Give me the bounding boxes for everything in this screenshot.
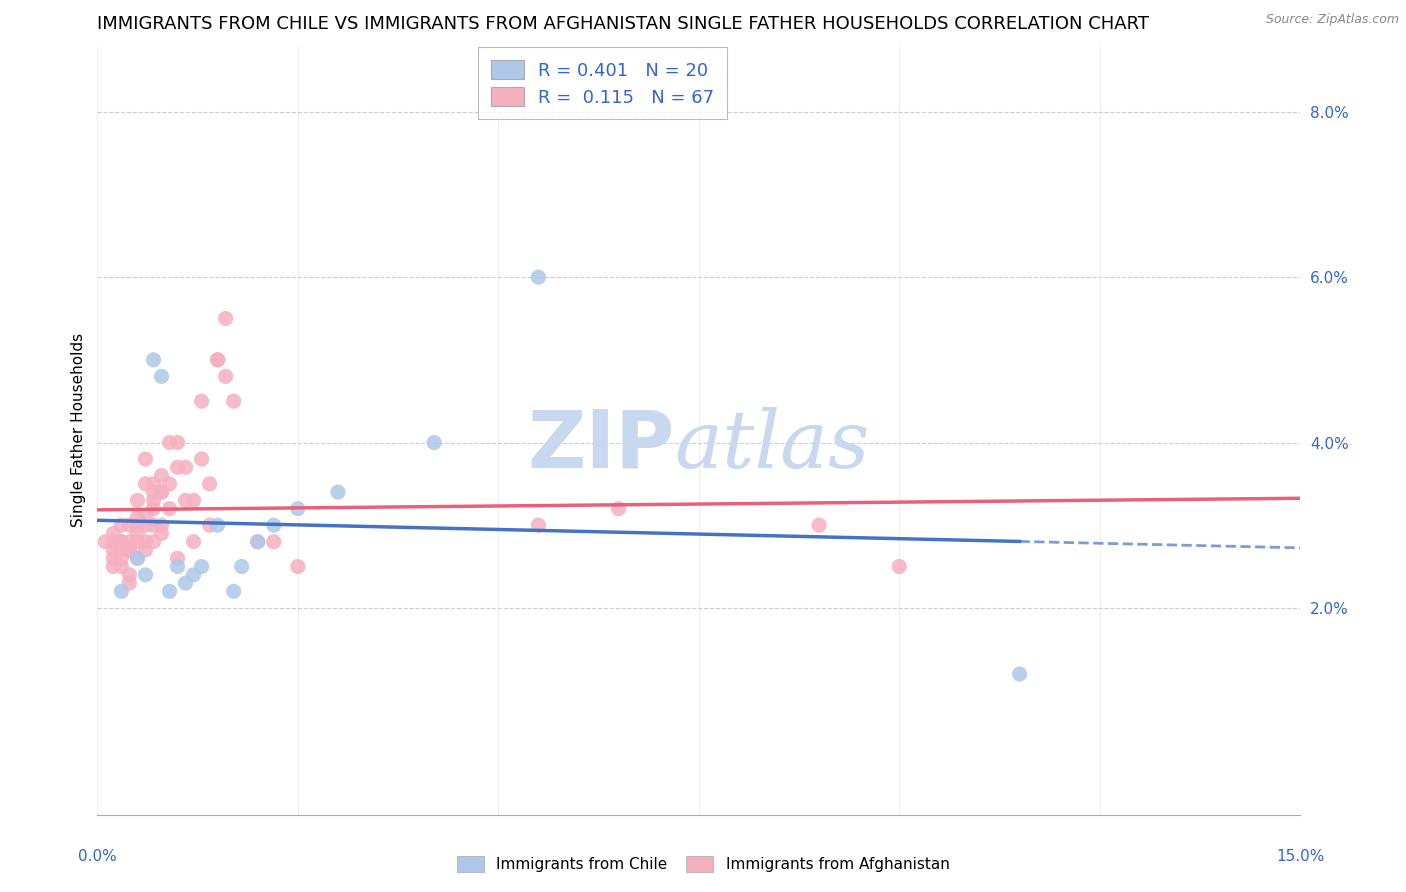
Point (134, 452, 156, 467)
Point (127, 510, 149, 524)
Point (134, 510, 156, 524)
Point (166, 551, 188, 566)
Point (287, 501, 309, 516)
Point (1008, 667, 1031, 681)
Point (118, 518, 141, 533)
Point (207, 518, 229, 533)
Text: 0.0%: 0.0% (77, 849, 117, 863)
Point (263, 518, 285, 533)
Point (190, 559, 212, 574)
Point (103, 526, 125, 541)
Point (166, 460, 188, 475)
Point (607, 501, 630, 516)
Point (134, 518, 156, 533)
Text: ZIP: ZIP (527, 407, 675, 484)
Point (118, 534, 141, 549)
Point (150, 485, 173, 500)
Point (198, 518, 221, 533)
Point (214, 311, 236, 326)
Point (231, 559, 253, 574)
Point (159, 584, 181, 599)
Point (159, 476, 181, 491)
Point (150, 518, 173, 533)
Point (103, 551, 125, 566)
Point (110, 559, 132, 574)
Text: 15.0%: 15.0% (1277, 849, 1324, 863)
Point (159, 501, 181, 516)
Point (142, 476, 165, 491)
Point (808, 518, 831, 533)
Point (423, 435, 446, 450)
Point (110, 543, 132, 558)
Point (127, 534, 149, 549)
Point (326, 485, 349, 500)
Point (183, 493, 205, 508)
Point (142, 493, 165, 508)
Point (150, 485, 173, 500)
Point (207, 352, 229, 367)
Point (110, 534, 132, 549)
Point (134, 543, 156, 558)
Point (150, 468, 173, 483)
Point (246, 534, 269, 549)
Text: IMMIGRANTS FROM CHILE VS IMMIGRANTS FROM AFGHANISTAN SINGLE FATHER HOUSEHOLDS CO: IMMIGRANTS FROM CHILE VS IMMIGRANTS FROM… (97, 15, 1149, 33)
Point (214, 369, 236, 384)
Point (527, 270, 550, 285)
Point (127, 493, 149, 508)
Point (142, 501, 165, 516)
Point (190, 452, 212, 467)
Point (94, 534, 117, 549)
Point (103, 543, 125, 558)
Point (198, 476, 221, 491)
Point (150, 369, 173, 384)
Text: Source: ZipAtlas.com: Source: ZipAtlas.com (1265, 13, 1399, 27)
Point (207, 352, 229, 367)
Point (246, 534, 269, 549)
Point (127, 526, 149, 541)
Point (110, 534, 132, 549)
Point (174, 576, 197, 591)
Point (166, 559, 188, 574)
Point (142, 485, 165, 500)
Point (103, 534, 125, 549)
Point (150, 526, 173, 541)
Point (527, 518, 550, 533)
Point (103, 559, 125, 574)
Point (183, 567, 205, 582)
Point (142, 352, 165, 367)
Point (222, 584, 245, 599)
Point (118, 543, 141, 558)
Point (159, 435, 181, 450)
Point (134, 534, 156, 549)
Y-axis label: Single Father Households: Single Father Households (72, 333, 86, 527)
Point (110, 551, 132, 566)
Point (118, 567, 141, 582)
Point (889, 559, 911, 574)
Text: atlas: atlas (675, 407, 870, 484)
Point (287, 559, 309, 574)
Point (142, 534, 165, 549)
Point (134, 476, 156, 491)
Point (127, 551, 149, 566)
Point (134, 567, 156, 582)
Point (110, 518, 132, 533)
Point (118, 576, 141, 591)
Legend: Immigrants from Chile, Immigrants from Afghanistan: Immigrants from Chile, Immigrants from A… (449, 848, 957, 880)
Point (142, 518, 165, 533)
Point (127, 518, 149, 533)
Point (183, 534, 205, 549)
Point (174, 493, 197, 508)
Point (110, 584, 132, 599)
Point (190, 394, 212, 409)
Point (127, 551, 149, 566)
Point (166, 435, 188, 450)
Legend: R = 0.401   N = 20, R =  0.115   N = 67: R = 0.401 N = 20, R = 0.115 N = 67 (478, 47, 727, 120)
Point (263, 534, 285, 549)
Point (174, 460, 197, 475)
Point (222, 394, 245, 409)
Point (118, 543, 141, 558)
